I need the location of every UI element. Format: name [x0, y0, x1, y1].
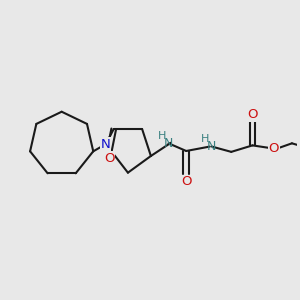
Text: H: H [158, 131, 166, 141]
Text: O: O [104, 152, 115, 165]
Text: N: N [207, 140, 217, 153]
Text: O: O [268, 142, 279, 155]
Text: N: N [164, 137, 173, 150]
Text: H: H [201, 134, 209, 144]
Text: N: N [101, 138, 111, 151]
Text: O: O [181, 176, 191, 188]
Text: O: O [247, 108, 258, 121]
